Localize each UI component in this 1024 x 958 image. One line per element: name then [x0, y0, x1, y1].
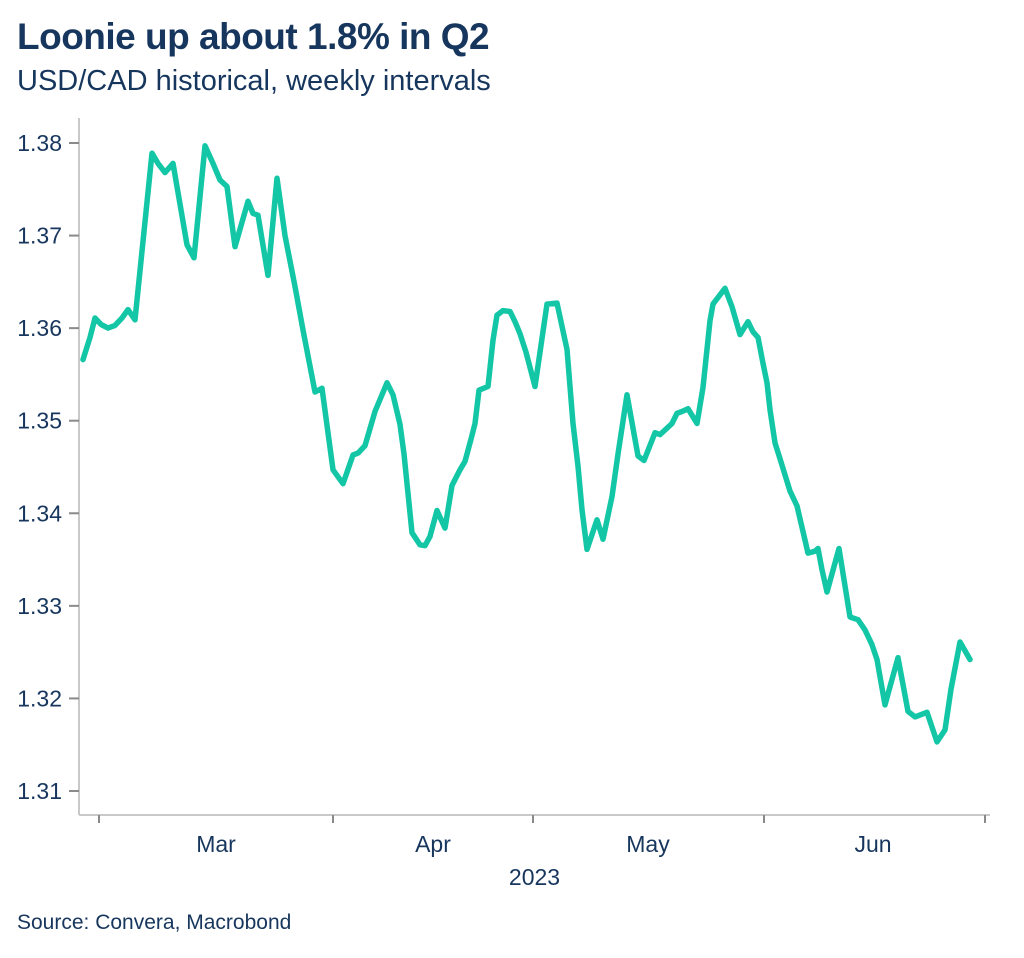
y-tick-label: 1.34 [17, 500, 62, 526]
y-tick-label: 1.33 [17, 593, 62, 619]
chart-title: Loonie up about 1.8% in Q2 [17, 16, 490, 57]
x-tick-label: Apr [415, 831, 451, 857]
chart-subtitle: USD/CAD historical, weekly intervals [17, 65, 491, 97]
y-tick-label: 1.37 [17, 223, 62, 249]
source-note: Source: Convera, Macrobond [17, 911, 292, 934]
y-tick-label: 1.36 [17, 315, 62, 341]
y-tick-label: 1.35 [17, 408, 62, 434]
y-tick-label: 1.32 [17, 685, 62, 711]
y-tick-label: 1.31 [17, 778, 62, 804]
x-tick-label: May [626, 831, 670, 857]
y-tick-label: 1.38 [17, 130, 62, 156]
x-tick-label: Mar [196, 831, 236, 857]
x-axis-year-label: 2023 [508, 864, 561, 890]
usdcad-price-line [80, 143, 973, 745]
x-tick-label: Jun [854, 831, 891, 857]
